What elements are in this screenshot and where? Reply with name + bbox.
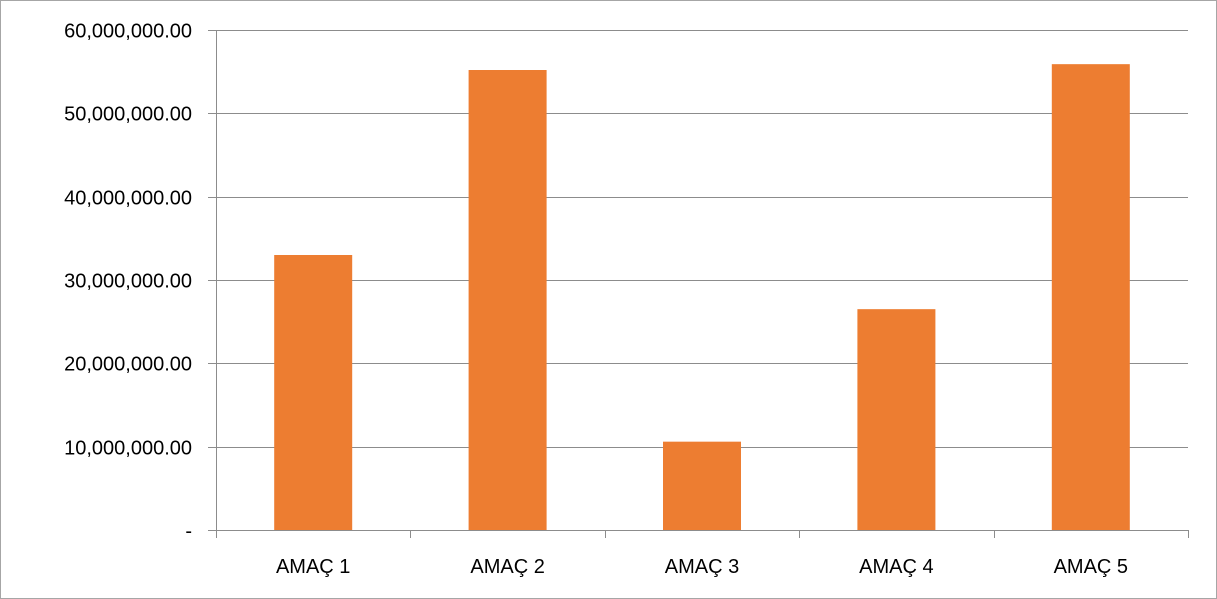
y-tick-label: - <box>185 521 192 543</box>
gridlines <box>216 30 1188 448</box>
bar-4 <box>857 309 936 530</box>
y-tick-labels: - 10,000,000.00 20,000,000.00 30,000,000.00… <box>64 21 192 543</box>
bars <box>274 64 1130 531</box>
x-tick-label: AMAÇ 3 <box>665 556 739 578</box>
bar-1 <box>274 255 353 530</box>
axes <box>208 30 1189 538</box>
x-tick-label: AMAÇ 1 <box>276 556 350 578</box>
x-tick-label: AMAÇ 5 <box>1054 556 1128 578</box>
x-tick-label: AMAÇ 2 <box>470 556 544 578</box>
y-tick-label: 30,000,000.00 <box>64 271 192 293</box>
bar-5 <box>1051 64 1130 531</box>
bar-2 <box>468 70 547 530</box>
y-tick-label: 20,000,000.00 <box>64 354 192 376</box>
y-tick-label: 10,000,000.00 <box>64 438 192 460</box>
bar-3 <box>663 441 741 530</box>
y-tick-label: 40,000,000.00 <box>64 188 192 210</box>
y-tick-label: 50,000,000.00 <box>64 104 192 126</box>
y-tick-label: 60,000,000.00 <box>64 21 192 43</box>
x-tick-label: AMAÇ 4 <box>859 556 933 578</box>
x-tick-labels: AMAÇ 1 AMAÇ 2 AMAÇ 3 AMAÇ 4 AMAÇ 5 <box>276 556 1128 578</box>
